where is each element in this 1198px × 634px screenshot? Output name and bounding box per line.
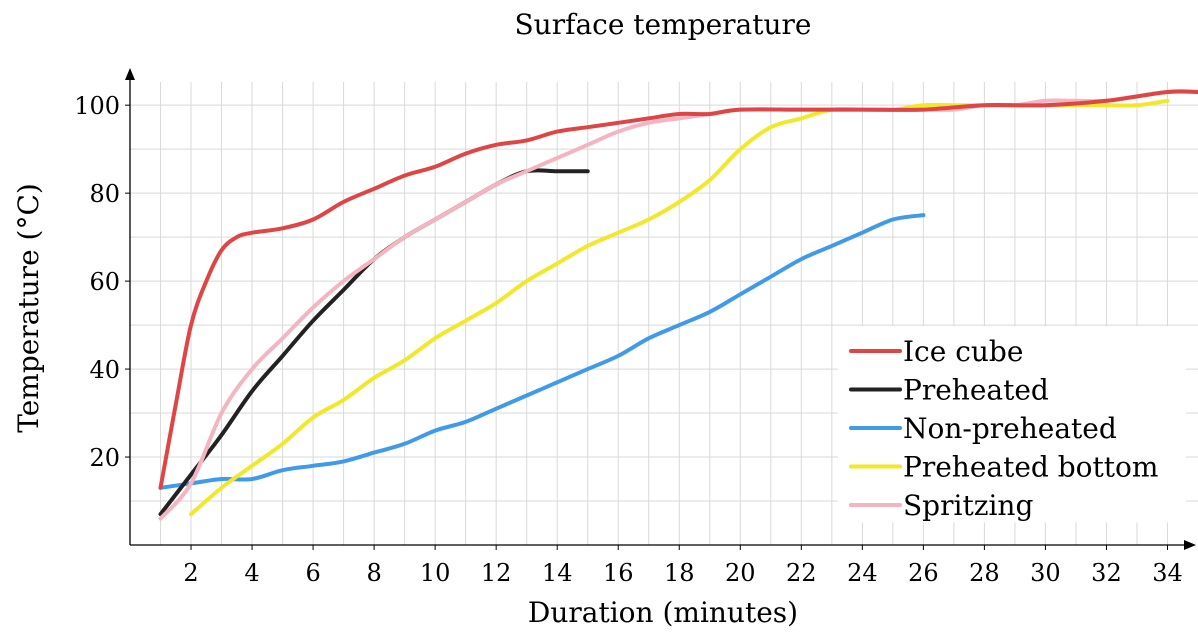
x-tick-label: 2 (183, 559, 198, 587)
x-tick-label: 10 (420, 559, 451, 587)
x-tick-label: 32 (1091, 559, 1122, 587)
y-axis-title: Temperature (°C) (12, 183, 45, 433)
x-tick-label: 34 (1152, 559, 1183, 587)
axes (125, 68, 1196, 550)
x-tick-label: 28 (969, 559, 1000, 587)
y-tick-label: 40 (89, 356, 120, 384)
tick-labels: 2 4 6 8 10 12 14 16 18 20 22 24 26 28 30 32 342040608010… (74, 92, 1183, 587)
legend: Ice cube Preheated Non-preheated Preheated … (838, 326, 1186, 523)
x-tick-label: 16 (603, 559, 634, 587)
x-tick-label: 12 (481, 559, 512, 587)
y-tick-label: 80 (89, 180, 120, 208)
series-lines (158, 89, 1198, 521)
x-tick-label: 30 (1030, 559, 1061, 587)
legend-label-preheated-bottom: Preheated bottom (903, 451, 1158, 484)
legend-label-ice-cube: Ice cube (903, 335, 1023, 368)
y-tick-label: 20 (89, 444, 120, 472)
chart-title: Surface temperature (515, 8, 812, 41)
legend-label-non-preheated: Non-preheated (903, 412, 1117, 445)
x-tick-label: 22 (786, 559, 817, 587)
y-tick-label: 60 (89, 268, 120, 296)
legend-label-spritzing: Spritzing (903, 489, 1033, 522)
series-line-ice-cube (158, 89, 1198, 490)
legend-background (838, 326, 1186, 523)
legend-label-preheated: Preheated (903, 374, 1049, 407)
x-tick-label: 20 (725, 559, 756, 587)
x-tick-label: 26 (908, 559, 939, 587)
x-tick-label: 4 (244, 559, 259, 587)
x-tick-label: 18 (664, 559, 695, 587)
series-line-non-preheated (158, 213, 926, 490)
x-tick-label: 24 (847, 559, 878, 587)
x-axis-title: Duration (minutes) (528, 596, 798, 629)
x-tick-label: 8 (366, 559, 381, 587)
y-axis-arrow (125, 68, 135, 80)
series-line-spritzing (158, 89, 1198, 521)
y-tick-label: 100 (74, 92, 120, 120)
x-tick-label: 14 (542, 559, 573, 587)
x-tick-label: 6 (305, 559, 320, 587)
x-axis-arrow (1184, 540, 1196, 550)
